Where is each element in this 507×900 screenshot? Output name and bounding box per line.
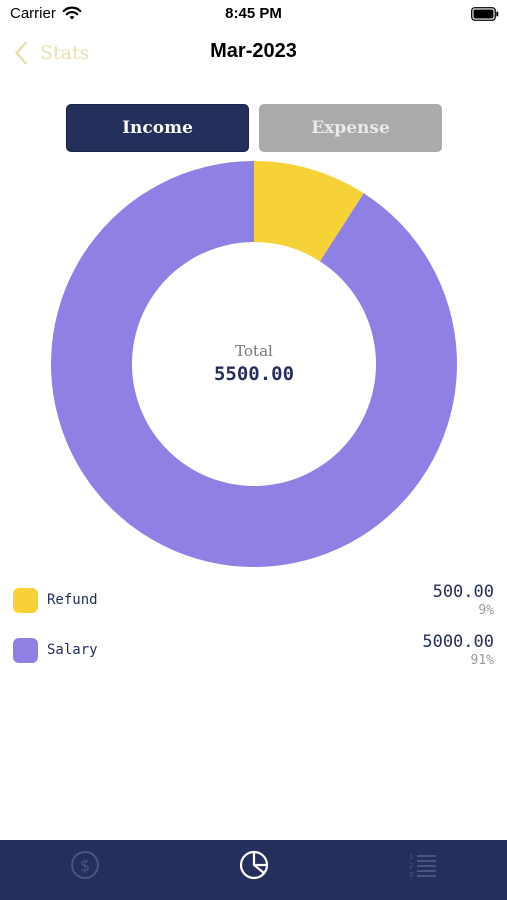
- refund-color-swatch: [13, 588, 38, 613]
- battery-icon: [471, 7, 499, 21]
- back-button[interactable]: Stats: [14, 38, 89, 68]
- legend-percent: 91%: [470, 653, 494, 668]
- status-bar: Carrier 8:45 PM: [0, 0, 507, 30]
- carrier-label: Carrier: [10, 5, 56, 22]
- svg-text:$: $: [80, 856, 90, 875]
- salary-color-swatch: [13, 638, 38, 663]
- legend-item-refund[interactable]: Refund 500.00 9%: [0, 582, 507, 634]
- svg-text:3: 3: [409, 871, 413, 879]
- legend-amount: 5000.00: [422, 632, 494, 652]
- status-time: 8:45 PM: [225, 5, 282, 22]
- total-label: Total: [235, 342, 273, 360]
- wifi-icon: [62, 6, 82, 20]
- legend-item-salary[interactable]: Salary 5000.00 91%: [0, 632, 507, 684]
- svg-text:1: 1: [409, 853, 413, 861]
- tab-bar: $ 1 2 3: [0, 840, 507, 900]
- total-value: 5500.00: [213, 363, 295, 385]
- legend-label: Refund: [47, 592, 98, 608]
- income-tab-button[interactable]: Income: [66, 104, 249, 152]
- legend-amount: 500.00: [432, 582, 494, 602]
- donut-chart: [51, 161, 457, 567]
- dollar-circle-icon[interactable]: $: [68, 848, 102, 882]
- legend-label: Salary: [47, 642, 98, 658]
- expense-tab-button[interactable]: Expense: [259, 104, 442, 152]
- legend-percent: 9%: [478, 603, 494, 618]
- back-button-label: Stats: [40, 42, 90, 64]
- pie-chart-icon[interactable]: [237, 848, 271, 882]
- donut-slice-salary[interactable]: [51, 161, 457, 567]
- chevron-left-icon: [15, 41, 27, 65]
- donut-slice-refund[interactable]: [254, 161, 364, 262]
- page-title: Mar-2023: [210, 40, 297, 62]
- numbered-list-icon[interactable]: 1 2 3: [406, 848, 440, 882]
- navigation-bar: Stats Mar-2023: [0, 30, 507, 76]
- svg-text:2: 2: [409, 862, 413, 870]
